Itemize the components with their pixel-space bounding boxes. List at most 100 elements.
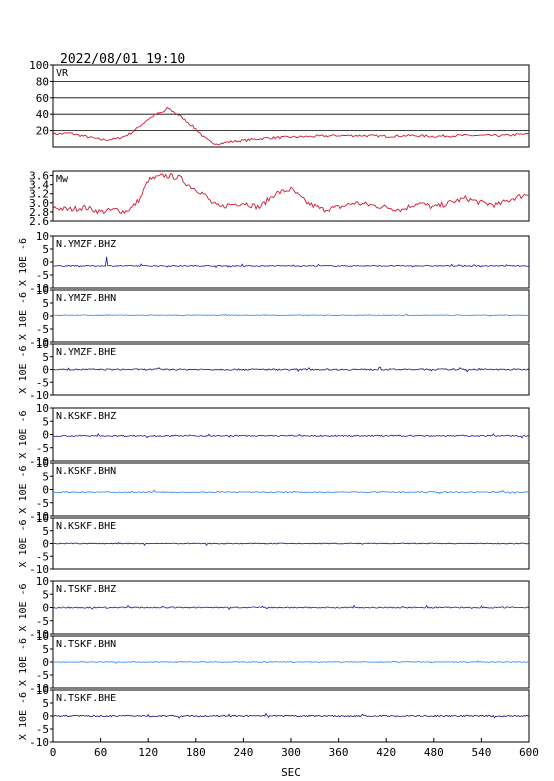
y-tick-label: -10 [29,736,49,749]
y-tick-label: -10 [29,682,49,695]
y-tick-label: 0 [42,602,49,615]
y-axis-unit-label: X 10E -6 [18,638,29,686]
y-tick-label: 5 [42,643,49,656]
x-tick-label: 60 [94,746,107,759]
y-tick-label: 0 [42,710,49,723]
y-tick-label: 5 [42,351,49,364]
panel-label: N.TSKF.BHZ [56,584,116,595]
panel-label: N.YMZF.BHZ [56,239,116,250]
panel-label: N.TSKF.BHE [56,693,116,704]
y-tick-label: -10 [29,282,49,295]
y-tick-label: -5 [36,669,49,682]
panel-label: N.YMZF.BHE [56,347,116,358]
y-tick-label: 20 [36,125,49,138]
y-tick-label: 0 [42,310,49,323]
y-tick-label: 0 [42,656,49,669]
x-tick-label: 0 [50,746,57,759]
panel-frame [52,235,530,289]
y-tick-label: 3.6 [29,170,49,183]
y-tick-label: -10 [29,628,49,641]
trace-bhe [53,542,530,547]
y-tick-label: -10 [29,336,49,349]
y-axis-unit-label: X 10E -6 [18,692,29,740]
y-tick-label: 60 [36,92,49,105]
panels: 10080604020VR3.63.43.23.02.82.6Mw1050-5-… [18,59,530,749]
y-tick-label: 0 [42,538,49,551]
trace-bhz [52,604,530,611]
trace-bhn [52,489,530,495]
x-tick-label: 540 [471,746,491,759]
panel-frame [52,407,530,462]
trace-bhn [53,313,530,317]
panel-label: N.KSKF.BHE [56,521,116,532]
panel-frame [52,64,530,148]
trace-bhz [52,432,530,439]
panel-label: VR [56,68,69,79]
y-tick-label: 5 [42,588,49,601]
panel-frame [52,289,530,343]
trace-mw [52,173,530,215]
x-axis: 0 60 120 180 240 300 360 420 480 540 600 [50,738,539,759]
x-tick-label: 480 [424,746,444,759]
y-tick-label: 10 [36,402,49,415]
panel-label: N.KSKF.BHZ [56,411,116,422]
trace-bhn [53,660,529,664]
panel-mw: 3.63.43.23.02.82.6 Mw [29,170,530,228]
y-tick-label: 5 [42,470,49,483]
y-tick-label: 2.8 [29,206,49,219]
y-tick-label: 5 [42,525,49,538]
y-tick-label: 10 [36,575,49,588]
y-tick-label: 10 [36,684,49,697]
panel-label: N.KSKF.BHN [56,466,116,477]
x-tick-label: 600 [519,746,539,759]
panel-label: N.YMZF.BHN [56,293,116,304]
y-tick-label: 3.4 [29,179,49,192]
x-tick-label: 240 [233,746,253,759]
panel-vr: 100 80 60 40 20 VR [29,59,530,148]
y-tick-label: -5 [36,323,49,336]
y-tick-label: 100 [29,59,49,72]
y-axis-unit-label: X 10E -6 [18,465,29,513]
x-tick-label: 120 [138,746,158,759]
y-tick-label: 10 [36,512,49,525]
y-tick-label: 80 [36,75,49,88]
y-tick-label: 10 [36,457,49,470]
y-tick-label: 2.6 [29,215,49,228]
y-tick-label: 5 [42,243,49,256]
y-tick-label: 5 [42,415,49,428]
panel-label: N.TSKF.BHN [56,639,116,650]
y-tick-label: 10 [36,630,49,643]
y-tick-label: 3.0 [29,197,49,210]
x-tick-label: 300 [281,746,301,759]
y-axis-unit-label: X 10E -6 [18,583,29,631]
y-axis-unit-label: X 10E -6 [18,519,29,567]
panel-label: Mw [56,174,69,185]
trace-vr [52,106,530,146]
y-tick-label: 0 [42,364,49,377]
y-tick-label: -5 [36,550,49,563]
y-tick-label: -5 [36,497,49,510]
y-tick-label: -10 [29,563,49,576]
trace-bhe [53,366,530,373]
y-tick-label: -10 [29,510,49,523]
y-tick-label: -5 [36,269,49,282]
y-axis-unit-label: X 10E -6 [18,292,29,340]
y-axis-unit-label: X 10E -6 [18,238,29,286]
x-tick-label: 420 [376,746,396,759]
y-tick-label: -10 [29,389,49,402]
y-tick-label: -5 [36,442,49,455]
y-tick-label: 5 [42,297,49,310]
panel-frame [52,462,530,517]
y-tick-label: -10 [29,455,49,468]
x-axis-label: SEC [281,766,301,779]
